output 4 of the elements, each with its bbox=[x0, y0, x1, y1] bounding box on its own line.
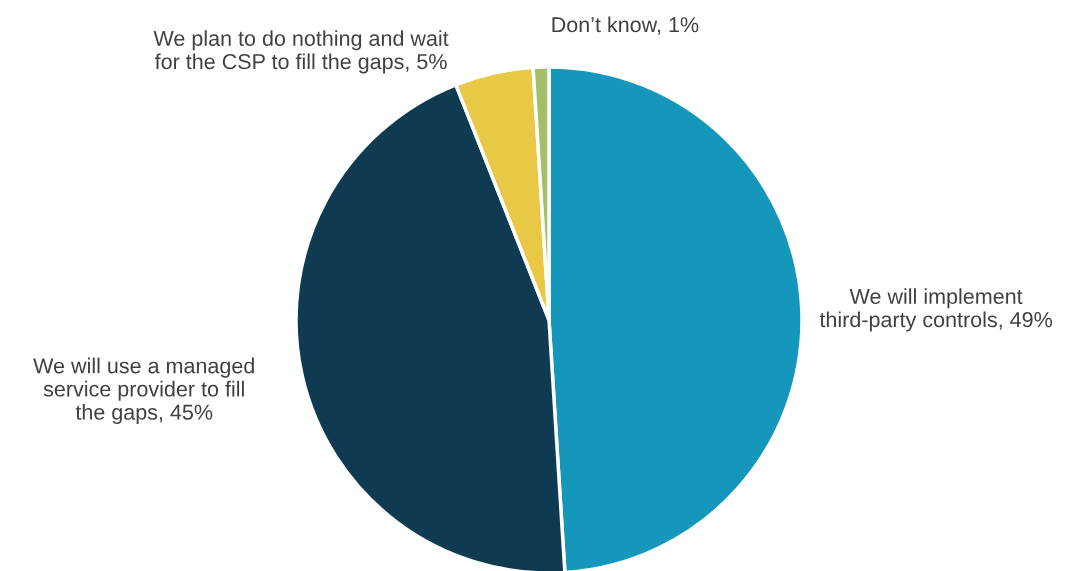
slice-label: We will implement third-party controls, 49% bbox=[819, 288, 1052, 332]
slice-label: We will use a managed service provider to fill the gaps, 45% bbox=[33, 357, 254, 425]
slice-label: Don’t know, 1% bbox=[552, 16, 699, 35]
slice-label: We plan to do nothing and wait for the CSP to fill the gaps, 5% bbox=[153, 30, 449, 74]
